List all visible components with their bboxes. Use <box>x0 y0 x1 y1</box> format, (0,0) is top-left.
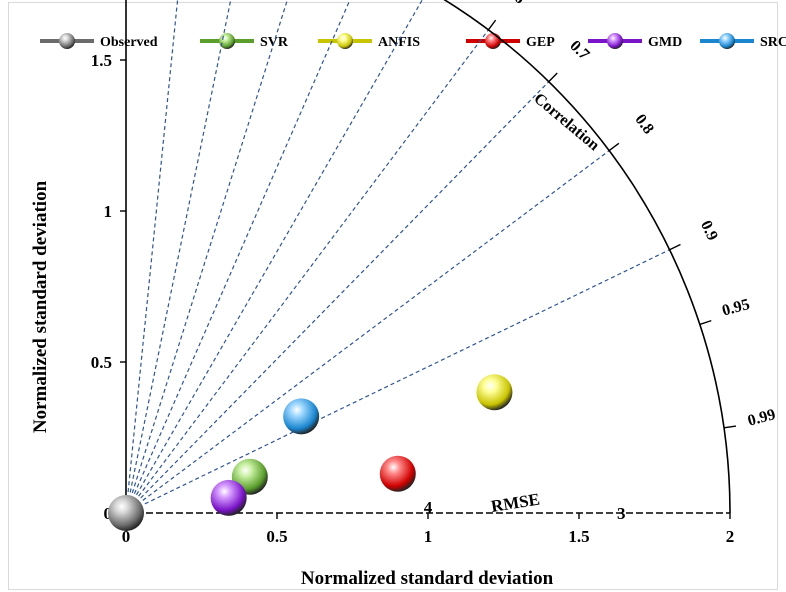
point-gmd <box>210 479 247 516</box>
data-points <box>108 374 513 531</box>
corr-tick-label: 0.9 <box>697 218 721 243</box>
corr-tick <box>723 425 737 429</box>
legend-marker-observed <box>59 33 75 49</box>
corr-tick <box>487 19 497 31</box>
point-observed <box>108 495 144 531</box>
corr-tick <box>548 72 558 83</box>
legend-marker-gmd <box>607 33 623 49</box>
corr-tick <box>669 243 681 251</box>
point-anfis <box>476 374 513 411</box>
corr-ray-0.6 <box>125 29 489 514</box>
correlation-grid <box>125 0 670 514</box>
legend-marker-src <box>719 33 735 49</box>
legend-label-src: SRC <box>760 35 786 50</box>
y-axis-label: Normalized standard deviation <box>30 180 51 433</box>
x-tick-label: 1.5 <box>568 527 589 546</box>
corr-ray-0.2 <box>125 0 232 514</box>
x-tick-label: 0 <box>122 527 131 546</box>
x-tick-label: 1 <box>424 527 433 546</box>
corr-ray-0.7 <box>125 81 550 514</box>
rmse-tick-label: 4 <box>424 498 433 517</box>
y-tick-label: 1 <box>104 202 113 221</box>
legend-marker-anfis <box>337 33 353 49</box>
corr-ray-0.3 <box>125 0 288 514</box>
corr-ray-0.8 <box>125 150 610 514</box>
corr-tick-label: 0.99 <box>746 406 777 430</box>
legend: ObservedSVRANFISGEPGMDSRC <box>40 33 786 50</box>
legend-label-anfis: ANFIS <box>378 35 420 50</box>
legend-label-gep: GEP <box>526 35 555 50</box>
corr-ray-0.1 <box>125 0 179 514</box>
legend-label-gmd: GMD <box>648 35 682 50</box>
corr-ray-0.4 <box>125 0 351 514</box>
y-tick-label: 1.5 <box>91 51 112 70</box>
x-tick-label: 0.5 <box>266 527 287 546</box>
outer-arc <box>443 0 731 514</box>
corr-tick <box>608 142 620 152</box>
corr-tick-label: 0.95 <box>720 296 751 320</box>
y-tick-label: 0 <box>104 504 113 523</box>
x-tick-label: 2 <box>726 527 735 546</box>
x-axis-label: Normalized standard deviation <box>301 568 554 589</box>
point-src <box>283 398 320 435</box>
point-gep <box>379 455 416 492</box>
chart-frame <box>8 2 778 590</box>
corr-tick <box>699 319 712 326</box>
corr-ray-0.9 <box>125 249 670 514</box>
axes: 00.511.5200.511.520.10.20.30.40.50.60.70… <box>91 0 777 546</box>
y-tick-label: 0.5 <box>91 353 112 372</box>
corr-tick-label: 0.6 <box>502 0 528 8</box>
corr-tick-label: 0.8 <box>631 111 657 137</box>
legend-marker-gep <box>485 33 501 49</box>
legend-label-observed: Observed <box>100 35 158 50</box>
rmse-tick-label: 3 <box>617 504 626 523</box>
rmse-label: RMSE <box>490 489 541 515</box>
corr-ray-0.5 <box>125 0 423 514</box>
